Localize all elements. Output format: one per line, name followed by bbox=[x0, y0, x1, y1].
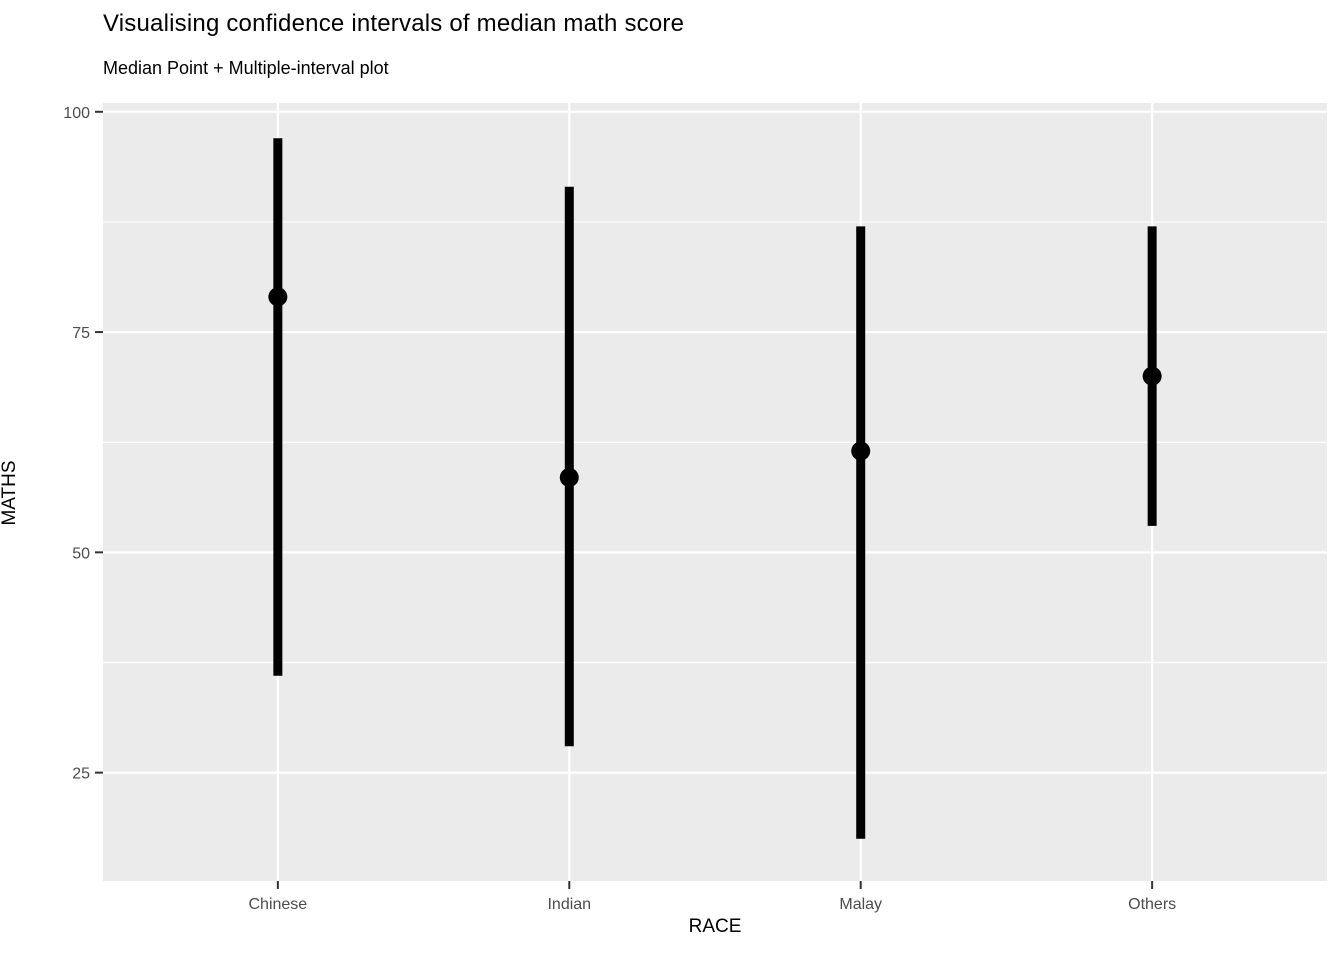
median-point-indian bbox=[559, 467, 579, 487]
x-tick-label: Others bbox=[1128, 896, 1176, 913]
x-axis-title: RACE bbox=[688, 916, 742, 937]
y-tick-label: 25 bbox=[72, 766, 90, 783]
chart-subtitle: Median Point + Multiple-interval plot bbox=[103, 58, 389, 78]
x-tick-label: Malay bbox=[839, 896, 882, 913]
median-point-others bbox=[1142, 366, 1162, 386]
y-tick-label: 75 bbox=[72, 325, 90, 342]
x-tick-label: Chinese bbox=[249, 896, 308, 913]
median-point-chinese bbox=[268, 287, 288, 307]
panel-background bbox=[103, 103, 1327, 881]
y-axis-title: MATHS bbox=[0, 460, 20, 526]
y-tick-label: 100 bbox=[63, 105, 90, 122]
y-tick-label: 50 bbox=[72, 545, 90, 562]
median-point-malay bbox=[851, 441, 871, 461]
x-tick-label: Indian bbox=[547, 896, 591, 913]
chart-title: Visualising confidence intervals of medi… bbox=[103, 10, 685, 37]
